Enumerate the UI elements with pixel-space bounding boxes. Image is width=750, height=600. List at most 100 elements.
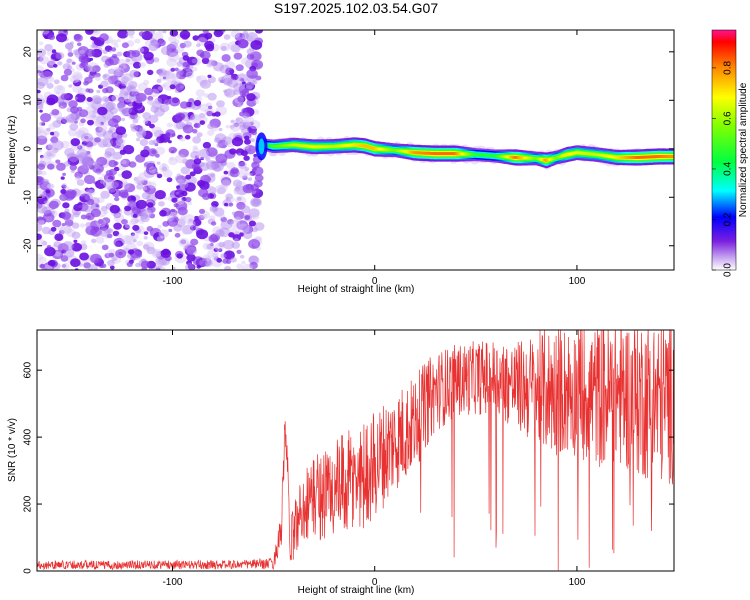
noise-blob (94, 160, 102, 167)
noise-blob (79, 252, 89, 261)
noise-blob (205, 156, 211, 161)
noise-blob (186, 253, 196, 262)
noise-blob (251, 166, 264, 177)
noise-blob (114, 43, 119, 48)
noise-blob (117, 233, 123, 238)
noise-blob (102, 49, 108, 55)
noise-blob (87, 215, 91, 219)
noise-blob (196, 264, 201, 269)
noise-blob (115, 137, 126, 147)
noise-blob (132, 101, 138, 107)
noise-blob (140, 149, 150, 158)
noise-blob (176, 69, 184, 76)
noise-blob (93, 120, 101, 127)
noise-blob (55, 52, 65, 60)
noise-blob (61, 211, 71, 220)
noise-blob (248, 208, 260, 218)
noise-blob (60, 176, 65, 180)
noise-blob (118, 173, 122, 177)
noise-blob (125, 107, 133, 114)
colorbar-tick-label: 0.6 (723, 111, 734, 125)
noise-blob (102, 138, 114, 148)
noise-blob (231, 137, 244, 147)
noise-blob (52, 219, 62, 228)
y-tick-label: 200 (23, 495, 34, 512)
noise-blob (46, 82, 54, 89)
noise-blob (154, 130, 162, 137)
noise-blob (109, 204, 121, 214)
noise-blob (195, 89, 205, 97)
noise-blob (169, 156, 174, 161)
snr-y-ticks: 0 200 400 600 (23, 361, 674, 574)
noise-blob (154, 97, 163, 105)
noise-blob (159, 133, 164, 138)
noise-blob (68, 154, 79, 163)
noise-blob (146, 202, 154, 208)
noise-blob (81, 159, 93, 169)
noise-blob (236, 249, 242, 254)
noise-blob (185, 174, 192, 180)
x-tick-label: 100 (569, 577, 586, 588)
noise-blob (138, 31, 145, 37)
noise-blob (61, 183, 68, 188)
noise-blob (46, 127, 51, 132)
noise-blob (51, 210, 56, 215)
noise-blob (144, 120, 152, 127)
figure-title: S197.2025.102.03.54.G07 (274, 0, 438, 16)
noise-blob (69, 75, 80, 84)
noise-blob (185, 71, 194, 79)
noise-blob (90, 36, 95, 41)
noise-blob (48, 34, 56, 41)
noise-blob (168, 140, 172, 144)
noise-blob (118, 96, 125, 103)
noise-blob (220, 219, 233, 230)
noise-blob (42, 70, 53, 80)
noise-blob (107, 68, 116, 75)
noise-blob (243, 155, 250, 161)
noise-blob (94, 137, 101, 143)
x-tick-label: -100 (162, 276, 182, 287)
noise-blob (133, 239, 137, 243)
noise-blob (62, 202, 70, 209)
noise-blob (245, 82, 254, 89)
noise-blob (47, 142, 57, 150)
noise-blob (252, 80, 257, 85)
noise-blob (40, 113, 52, 123)
noise-blob (176, 253, 183, 259)
noise-blob (243, 214, 252, 222)
noise-blob (166, 122, 173, 128)
colorbar-ticks: 0.0 0.2 0.4 0.6 0.8 (712, 61, 734, 277)
noise-blob (166, 177, 173, 183)
noise-blob (244, 167, 250, 171)
noise-blob (202, 141, 211, 149)
noise-blob (44, 44, 53, 52)
noise-blob (233, 210, 245, 220)
noise-blob (225, 266, 230, 270)
noise-blob (60, 224, 72, 234)
noise-blob (167, 217, 178, 227)
noise-blob (237, 152, 242, 157)
noise-blob (224, 88, 236, 98)
noise-blob (104, 147, 116, 156)
noise-blob (144, 185, 156, 195)
noise-blob (121, 170, 132, 180)
noise-blob (177, 134, 183, 140)
noise-blob (47, 183, 55, 190)
noise-blob (56, 162, 66, 171)
noise-blob (178, 238, 190, 247)
noise-blob (107, 228, 114, 234)
noise-blob (85, 48, 96, 57)
noise-blob (189, 69, 194, 74)
noise-blob (130, 232, 135, 237)
noise-blob (124, 223, 131, 229)
noise-blob (67, 128, 78, 137)
noise-blob (39, 181, 51, 191)
noise-blob (73, 239, 78, 243)
noise-blob (231, 211, 236, 215)
noise-blob (241, 205, 251, 214)
noise-blob (133, 176, 139, 182)
noise-blob (84, 174, 95, 185)
noise-blob (218, 227, 231, 238)
noise-blob (149, 213, 156, 219)
noise-blob (173, 224, 183, 232)
